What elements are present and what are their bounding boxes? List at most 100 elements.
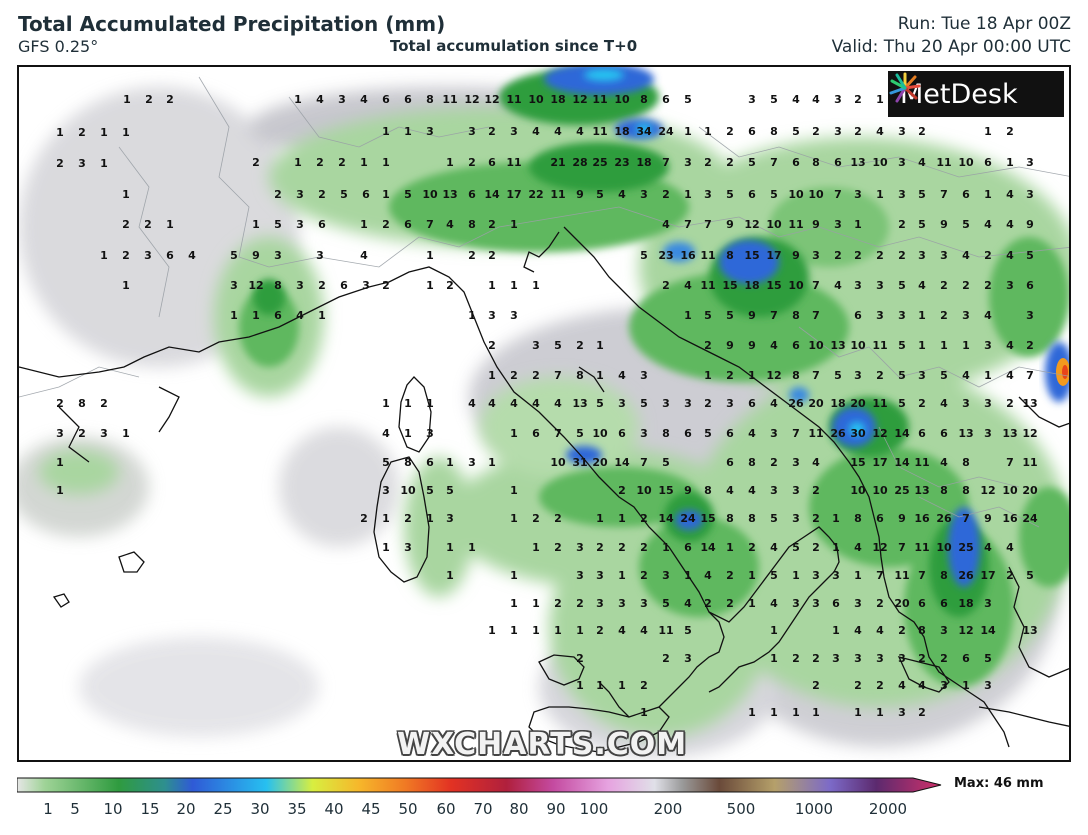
precip-value-label: 2 <box>812 679 820 692</box>
precip-value-label: 2 <box>576 652 584 665</box>
precip-value-label: 11 <box>658 624 673 637</box>
precip-value-label: 2 <box>876 369 884 382</box>
precip-value-label: 5 <box>834 369 842 382</box>
precip-value-label: 10 <box>766 218 782 231</box>
precip-value-label: 11 <box>506 93 521 106</box>
precip-value-label: 5 <box>770 512 778 525</box>
precip-value-label: 12 <box>464 93 479 106</box>
precip-value-label: 9 <box>726 218 734 231</box>
precip-value-label: 2 <box>812 512 820 525</box>
precip-value-label: 10 <box>614 93 630 106</box>
precip-value-label: 2 <box>316 156 324 169</box>
precip-value-label: 1 <box>56 126 64 139</box>
precip-value-label: 8 <box>770 125 778 138</box>
precip-value-label: 18 <box>636 156 651 169</box>
precip-value-label: 4 <box>1006 541 1014 554</box>
precip-value-label: 1 <box>618 512 626 525</box>
precip-value-label: 3 <box>1026 188 1034 201</box>
precip-value-label: 3 <box>940 249 948 262</box>
precip-value-label: 11 <box>872 339 887 352</box>
precip-value-label: 15 <box>658 484 673 497</box>
precip-value-label: 6 <box>748 397 756 410</box>
precip-value-label: 2 <box>704 156 712 169</box>
precip-value-label: 2 <box>122 249 130 262</box>
precip-value-label: 3 <box>940 679 948 692</box>
precip-value-label: 4 <box>618 188 626 201</box>
precip-value-label: 4 <box>854 624 862 637</box>
precip-value-label: 5 <box>898 339 906 352</box>
precip-value-label: 2 <box>488 218 496 231</box>
precip-value-label: 1 <box>984 369 992 382</box>
precip-value-label: 4 <box>962 369 970 382</box>
precip-value-label: 1 <box>576 624 584 637</box>
precip-value-label: 2 <box>726 569 734 582</box>
precip-value-label: 2 <box>812 652 820 665</box>
precip-value-label: 8 <box>748 456 756 469</box>
precip-value-label: 2 <box>100 397 108 410</box>
precip-value-label: 1 <box>532 624 540 637</box>
precip-value-label: 13 <box>442 188 457 201</box>
precip-value-label: 8 <box>576 369 584 382</box>
precip-value-label: 13 <box>1022 624 1037 637</box>
precip-value-label: 7 <box>812 279 820 292</box>
precip-value-label: 5 <box>274 218 282 231</box>
precip-value-label: 2 <box>488 249 496 262</box>
precip-value-label: 2 <box>704 597 712 610</box>
precip-value-label: 8 <box>404 456 412 469</box>
precip-value-label: 13 <box>830 339 845 352</box>
colorbar-tick-label: 15 <box>140 800 160 818</box>
precip-value-label: 12 <box>744 218 759 231</box>
precip-value-label: 3 <box>446 512 454 525</box>
colorbar <box>17 777 942 793</box>
precip-value-label: 6 <box>166 249 174 262</box>
precip-value-label: 16 <box>680 249 696 262</box>
colorbar-tick-label: 40 <box>324 800 344 818</box>
precip-value-label: 8 <box>274 279 282 292</box>
precip-value-label: 1 <box>382 125 390 138</box>
value-labels: 1 2 21 2 1 12 3 112 2 11 2 3 6 415 9 33 12 8 31 1 6 41 4 3 4 6 6 8 1… <box>56 93 1038 719</box>
precip-value-label: 4 <box>296 309 304 322</box>
precip-value-label: 4 <box>382 427 390 440</box>
precip-value-label: 5 <box>898 279 906 292</box>
precip-value-label: 3 <box>316 249 324 262</box>
precip-value-label: 1 <box>1006 156 1014 169</box>
precip-value-label: 11 <box>788 218 803 231</box>
precip-value-label: 1 <box>488 369 496 382</box>
precip-value-label: 15 <box>850 456 865 469</box>
precip-value-label: 13 <box>958 427 973 440</box>
precip-value-label: 7 <box>554 427 562 440</box>
precip-value-label: 10 <box>872 484 888 497</box>
colorbar-tick-label: 10 <box>103 800 123 818</box>
precip-value-label: 3 <box>792 456 800 469</box>
precip-value-label: 4 <box>918 679 926 692</box>
precip-value-label: 2 <box>618 484 626 497</box>
precip-value-label: 4 <box>360 249 368 262</box>
sunburst-icon <box>889 72 921 103</box>
precip-value-label: 1 <box>726 541 734 554</box>
precip-value-label: 1 <box>918 309 926 322</box>
precip-value-label: 3 <box>962 309 970 322</box>
precip-value-label: 11 <box>506 156 521 169</box>
coastlines <box>19 226 1069 753</box>
metdesk-logo: MetDesk <box>888 71 1064 117</box>
precip-value-label: 15 <box>766 279 781 292</box>
precip-value-label: 17 <box>980 569 995 582</box>
precip-value-label: 1 <box>510 569 518 582</box>
precip-value-label: 3 <box>984 679 992 692</box>
precip-value-label: 6 <box>274 309 282 322</box>
precip-value-label: 10 <box>788 188 804 201</box>
precip-value-label: 12 <box>766 369 781 382</box>
precip-value-label: 1 <box>532 279 540 292</box>
precip-value-label: 3 <box>748 93 756 106</box>
precip-value-label: 1 <box>876 706 884 719</box>
precip-value-label: 4 <box>984 309 992 322</box>
precip-value-label: 9 <box>898 512 906 525</box>
precip-value-label: 12 <box>248 279 263 292</box>
precip-value-label: 2 <box>554 541 562 554</box>
precip-value-label: 5 <box>748 156 756 169</box>
precip-value-label: 1 <box>770 652 778 665</box>
precip-value-label: 2 <box>748 541 756 554</box>
precip-value-label: 4 <box>316 93 324 106</box>
precip-value-label: 1 <box>488 279 496 292</box>
precip-value-label: 2 <box>510 369 518 382</box>
